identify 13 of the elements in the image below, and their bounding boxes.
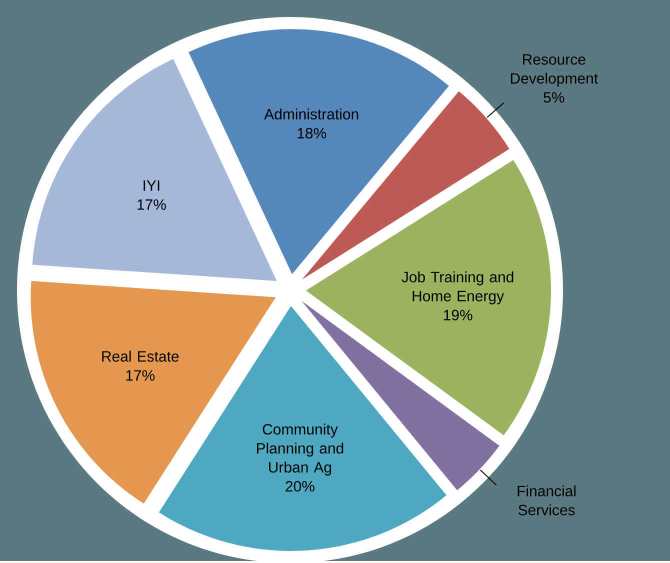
slice-label: Administration <box>264 108 358 120</box>
data-label: 5% <box>544 92 564 103</box>
slice-label: Financial Services <box>518 485 576 516</box>
slice-label: Resource Development <box>510 54 598 87</box>
data-label: 18% <box>298 128 326 138</box>
data-label: 17% <box>138 199 166 210</box>
slice-label: Real Estate <box>102 350 179 362</box>
slice-label: Job Training and Home Energy <box>402 271 514 304</box>
data-label: 20% <box>286 480 314 492</box>
slice-label: IYI <box>144 180 160 191</box>
slice-label: Community Planning and Urban Ag <box>256 424 344 476</box>
data-label: 17% <box>126 370 155 381</box>
data-label: 19% <box>444 310 472 320</box>
